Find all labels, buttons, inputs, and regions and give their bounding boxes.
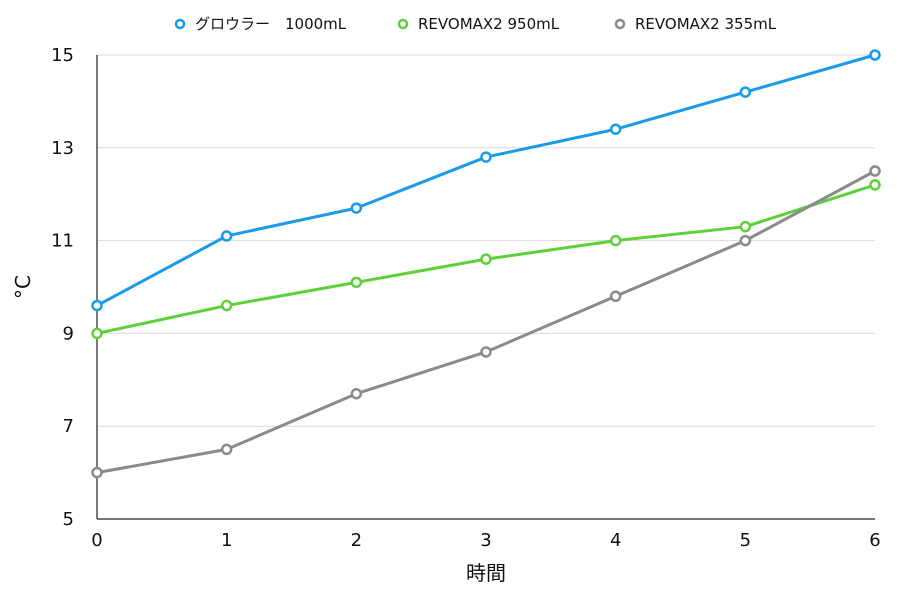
gridlines: [97, 54, 875, 427]
x-tick-label: 6: [869, 530, 880, 551]
series-2: [91, 179, 881, 340]
x-tick-label: 0: [91, 530, 102, 551]
data-point: [350, 276, 363, 289]
legend-marker: [397, 18, 409, 30]
data-point: [91, 466, 103, 479]
x-tick-label: 3: [480, 530, 491, 551]
y-tick-label: 13: [51, 138, 74, 159]
data-point: [869, 49, 881, 61]
y-tick-label: 15: [51, 45, 74, 66]
y-tick-label: 9: [63, 323, 74, 344]
legend-item[interactable]: REVOMAX2 355mL: [614, 15, 777, 33]
data-point: [91, 299, 103, 312]
legend-label: REVOMAX2 950mL: [418, 15, 560, 33]
data-point: [739, 234, 752, 247]
data-point: [609, 123, 622, 135]
x-tick-label: 4: [610, 530, 621, 551]
data-point: [480, 151, 492, 163]
legend-label: REVOMAX2 355mL: [635, 15, 777, 33]
x-tick-label: 2: [351, 530, 362, 551]
legend-item[interactable]: グロウラー 1000mL: [174, 15, 347, 33]
x-tick-labels: 0 1 2 3 4 5 6: [91, 530, 880, 551]
data-point: [350, 202, 363, 214]
x-tick-label: 1: [221, 530, 232, 551]
series-3: [91, 165, 881, 479]
series-1: [91, 49, 881, 312]
legend-marker: [614, 18, 626, 30]
data-point: [91, 327, 103, 340]
data-point: [220, 299, 233, 312]
y-axis-title: °C: [11, 275, 35, 299]
y-tick-labels: 5 7 9 11 13 15: [51, 45, 74, 530]
series-line: [95, 53, 877, 308]
x-axis-title: 時間: [466, 561, 506, 585]
data-point: [480, 253, 492, 265]
series-line: [95, 169, 877, 475]
data-point: [220, 443, 233, 456]
axes: [96, 55, 875, 520]
legend-label: グロウラー 1000mL: [195, 15, 347, 33]
y-tick-label: 11: [51, 231, 74, 252]
data-point: [869, 165, 881, 177]
legend[interactable]: グロウラー 1000mL REVOMAX2 950mL REVOMAX2 355mL: [174, 15, 777, 33]
y-tick-label: 5: [63, 509, 74, 530]
data-point: [739, 86, 752, 98]
data-point: [609, 234, 622, 247]
series-lines: [91, 49, 881, 479]
legend-marker: [174, 18, 186, 30]
legend-item[interactable]: REVOMAX2 950mL: [397, 15, 560, 33]
data-point: [220, 230, 233, 242]
data-point: [869, 179, 881, 191]
data-point: [609, 290, 622, 303]
data-point: [350, 387, 363, 400]
data-point: [739, 220, 752, 233]
y-tick-label: 7: [63, 416, 74, 437]
data-point: [480, 346, 492, 358]
x-tick-label: 5: [740, 530, 751, 551]
